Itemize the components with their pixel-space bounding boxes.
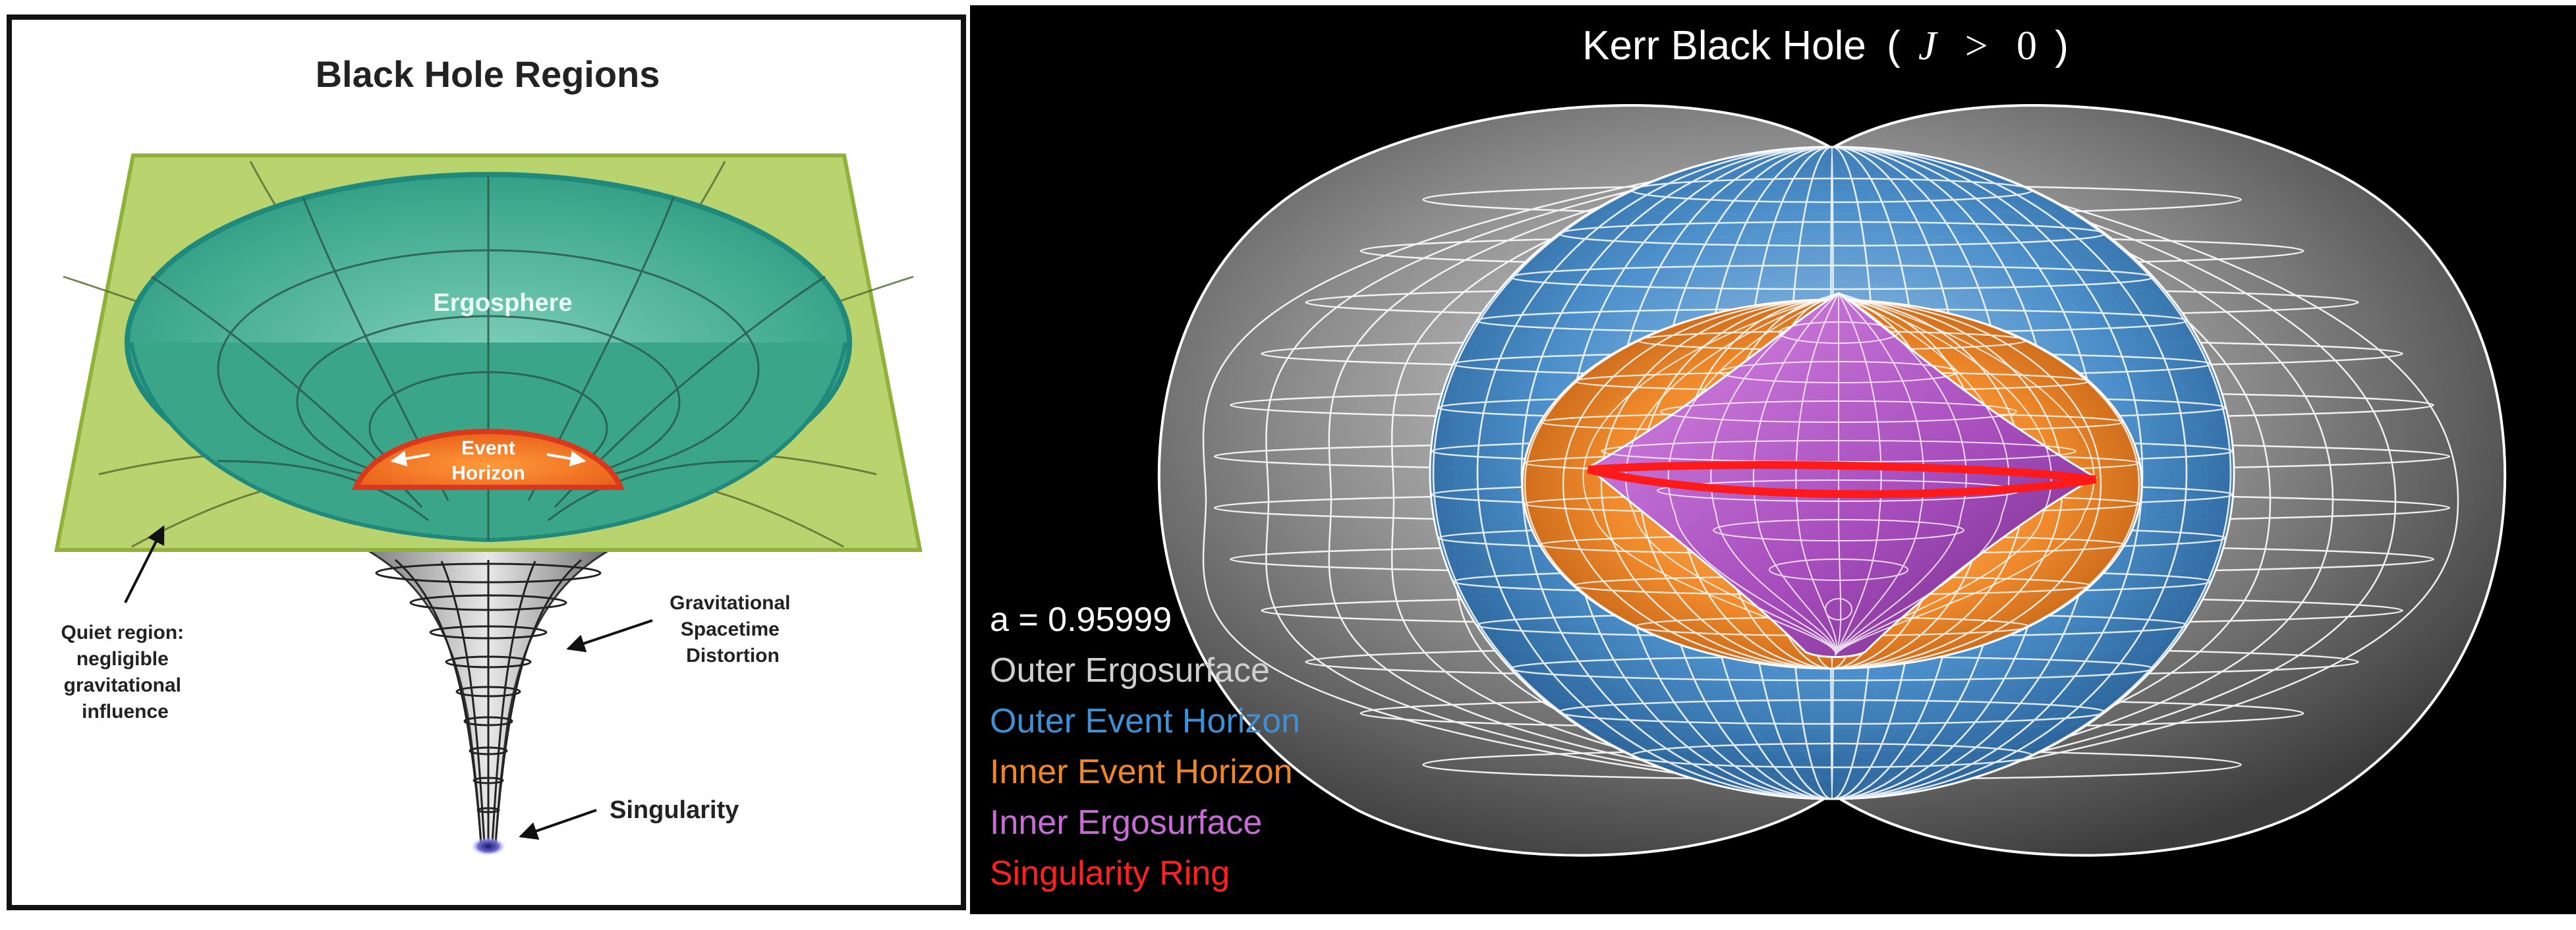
quiet-region-line-2: negligible (76, 648, 169, 670)
grid-line (1835, 292, 1967, 656)
grid-line (1509, 264, 2155, 290)
grid-line (1769, 559, 1908, 581)
grid-line (1831, 147, 2334, 795)
grid-line (1795, 292, 1839, 656)
grid-line (1835, 292, 2095, 656)
grid-line (1265, 147, 1833, 795)
legend-item-inner-ergosurface: Inner Ergosurface (990, 804, 1262, 842)
legend-item-outer-ergosurface: Outer Ergosurface (990, 651, 1270, 690)
kerr-title-zero: 0 (2017, 24, 2037, 68)
legend-item-inner-event-horizon: Inner Event Horizon (990, 753, 1293, 791)
distortion-annotation: Gravitational Spacetime Distortion (566, 592, 796, 667)
legend: Outer Ergosurface Outer Event Horizon Inne… (990, 651, 1300, 892)
grid-line (1835, 293, 1842, 656)
grid-line (1625, 292, 1839, 656)
kerr-title-prefix: Kerr Black Hole (1582, 23, 1866, 68)
quiet-region-label: Quiet region: negligible gravitational i… (61, 622, 189, 723)
quiet-region-annotation: Quiet region: negligible gravitational i… (61, 525, 189, 723)
kerr-title-gt: > (1965, 24, 1988, 68)
grid-line (1558, 221, 2106, 247)
grid-line (1710, 292, 1839, 656)
singularity-point (471, 837, 505, 856)
legend-item-singularity-ring: Singularity Ring (990, 854, 1230, 892)
ergosphere-label: Ergosphere (433, 289, 572, 317)
kerr-title-paren-close: ) (2055, 23, 2069, 68)
singularity-label: Singularity (610, 796, 739, 824)
inner-ergosurface (1582, 292, 2098, 658)
singularity-ring (1587, 460, 2096, 499)
grid-line (1752, 292, 1839, 656)
event-horizon-label-line1: Event (461, 437, 515, 459)
event-horizon-arrow-right (546, 451, 587, 467)
grid-line (1831, 147, 2397, 795)
quiet-region-line-3: gravitational (64, 674, 181, 696)
grid-line (1831, 147, 2459, 795)
distortion-line-2: Spacetime (681, 618, 780, 640)
grid-line (1390, 147, 1833, 795)
right-panel: Kerr Black Hole ( J > 0 ) (970, 5, 2576, 914)
grid-line (1835, 292, 1882, 656)
gravity-funnel (360, 545, 616, 856)
kerr-title: Kerr Black Hole ( J > 0 ) (1582, 23, 2069, 68)
singularity-annotation: Singularity (519, 796, 739, 840)
quiet-region-arrow (124, 525, 165, 603)
event-horizon-label-line2: Horizon (451, 462, 525, 484)
event-horizon: Event Horizon (352, 428, 625, 490)
grid-line (1558, 699, 2106, 725)
left-panel: Black Hole Regions (7, 14, 966, 910)
grid-line (1835, 292, 2010, 656)
grid-line (1835, 292, 1925, 656)
left-panel-title: Black Hole Regions (316, 53, 660, 95)
quiet-region-line-1: Quiet region: (61, 622, 184, 643)
distortion-arrow (566, 619, 653, 653)
grid-line (1432, 146, 2232, 800)
spin-parameter: a = 0.95999 (990, 601, 1172, 639)
grid-line (1582, 292, 1839, 656)
event-horizon-arrow-left (390, 451, 430, 467)
kerr-title-paren-open: ( (1887, 23, 1901, 68)
grid-line (1328, 147, 1833, 795)
grid-line (1835, 292, 2052, 656)
legend-item-outer-event-horizon: Outer Event Horizon (990, 702, 1300, 740)
distortion-label: Gravitational Spacetime Distortion (670, 592, 796, 667)
singularity-arrow (519, 809, 597, 840)
grid-line (1667, 292, 1839, 656)
grid-line (1202, 147, 1833, 795)
inner-ergosurface-grid (1582, 292, 2095, 656)
distortion-line-3: Distortion (686, 645, 780, 667)
kerr-title-J: J (1918, 24, 1938, 68)
distortion-line-1: Gravitational (670, 592, 790, 614)
quiet-region-line-4: influence (82, 701, 169, 723)
